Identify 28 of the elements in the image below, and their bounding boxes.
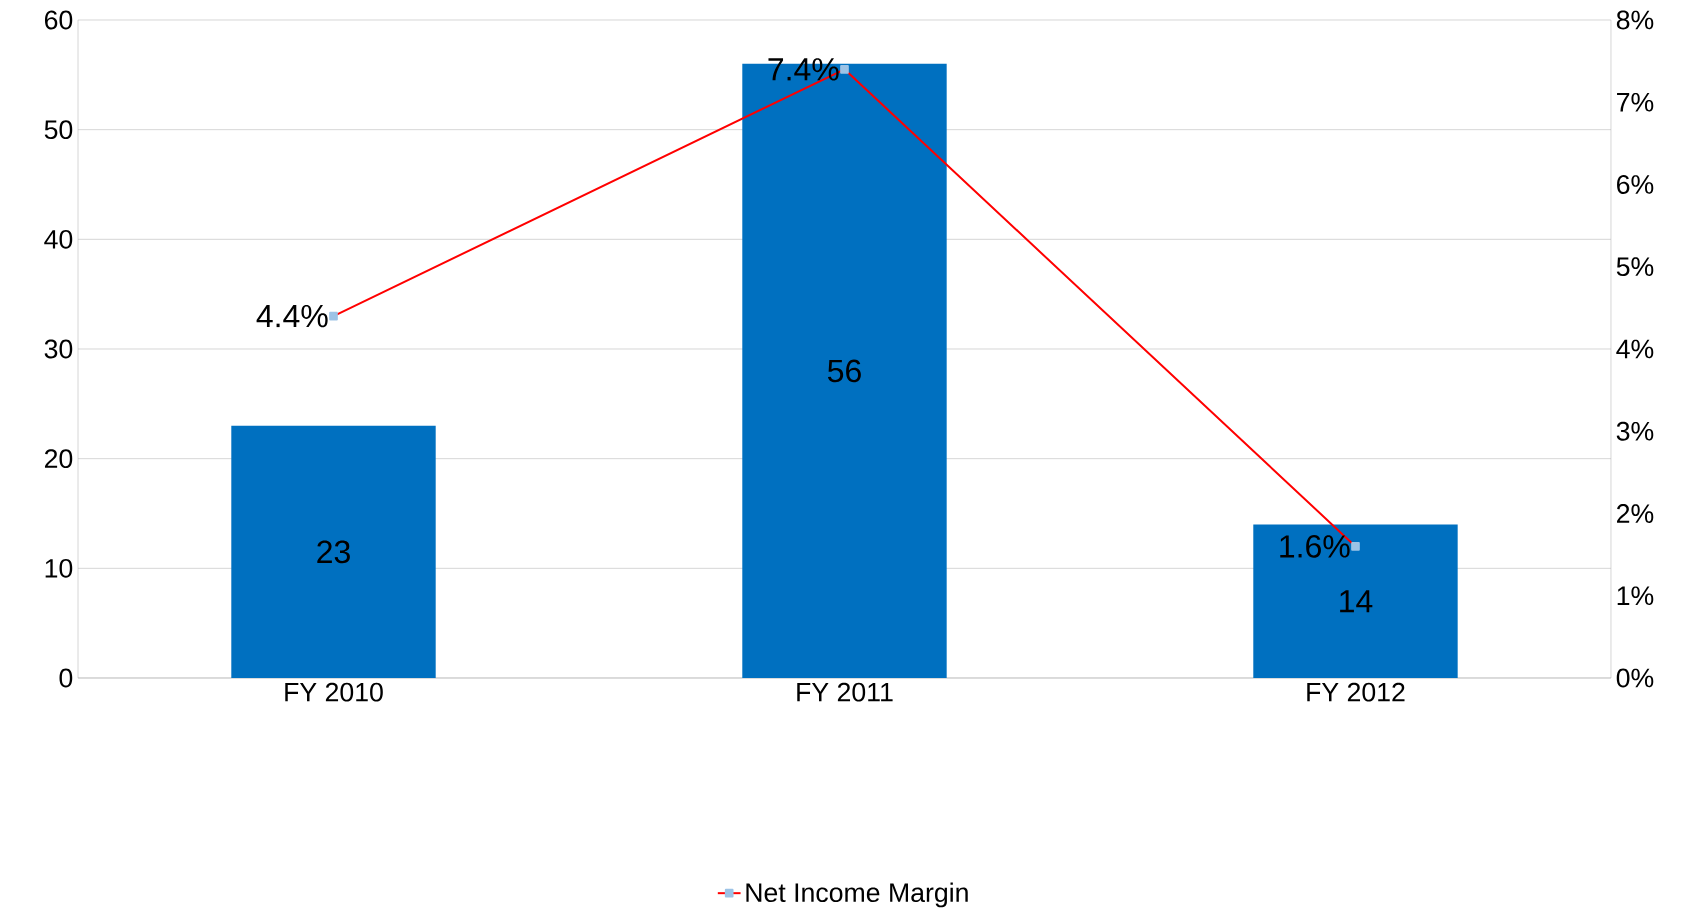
y-tick-label: 30 [44,339,73,359]
bar [231,425,436,678]
bar [1253,524,1458,678]
y-tick-label: 20 [44,449,73,469]
y2-tick-label: 6% [1617,175,1654,194]
data-label: 23 [317,540,350,564]
y-tick-label: 40 [44,229,73,249]
data-label: 7.4% [768,58,839,81]
y2-tick-label: 1% [1617,586,1654,606]
data-label: 4.4% [256,304,328,328]
data-label: 56 [827,359,861,383]
y-tick-label: 60 [44,10,73,30]
y2-tick-label: 2% [1617,504,1654,523]
data-label: 14 [1340,590,1373,613]
x-tick-label: FY 2011 [797,682,893,702]
y2-tick-label: 7% [1617,92,1654,112]
y-tick-label: 10 [45,558,73,578]
data-label: 1.6% [1280,535,1350,558]
y2-tick-label: 3% [1616,421,1654,441]
y-tick-label: 50 [44,120,73,140]
legend-label: Net Income Margin [746,882,968,908]
y2-tick-label: 0% [1616,668,1654,688]
y2-tick-label: 5% [1616,257,1654,277]
x-tick-label: FY 2012 [1307,682,1405,702]
y-tick-label: 0 [59,668,73,688]
y2-tick-label: 8% [1616,10,1654,30]
y2-tick-label: 4% [1616,339,1654,359]
x-tick-label: FY 2010 [285,682,383,702]
